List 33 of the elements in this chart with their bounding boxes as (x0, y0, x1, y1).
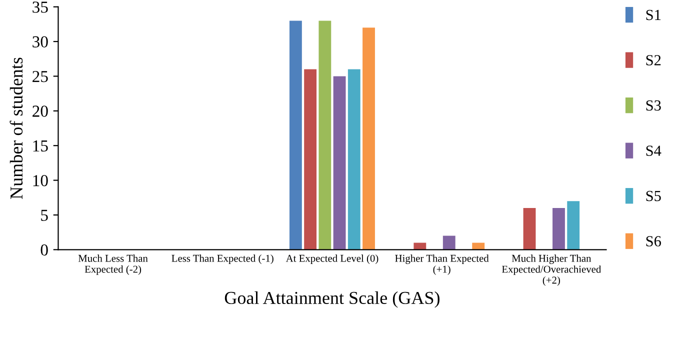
bar (289, 20, 302, 250)
bar (333, 76, 346, 250)
y-tick-label: 20 (32, 106, 48, 117)
x-tick-label: Much Less Than Expected (-2) (78, 254, 148, 275)
bar (523, 208, 536, 250)
bar (318, 20, 332, 250)
bar (304, 69, 317, 250)
x-tick-label: At Expected Level (0) (286, 254, 378, 264)
y-tick-label: 15 (33, 140, 48, 152)
x-tick-label: Much Higher Than Expected/Overachieved (+2) (502, 254, 602, 286)
legend-label: S6 (646, 236, 661, 246)
bar (362, 28, 375, 250)
legend-label: S4 (646, 146, 662, 156)
legend-label: S3 (646, 100, 661, 111)
legend-label: S1 (646, 10, 661, 20)
x-tick-label: Less Than Expected (-1) (172, 254, 274, 264)
legend-label: S5 (646, 190, 661, 202)
y-axis-title: Number of students (10, 58, 23, 199)
y-tick-label: 25 (32, 70, 48, 82)
bar (414, 242, 426, 250)
y-tick-label: 30 (32, 36, 48, 48)
legend-label: S2 (646, 55, 661, 66)
y-tick-label: 5 (41, 210, 48, 221)
bar (348, 69, 360, 250)
bar (552, 208, 565, 250)
bar (472, 242, 485, 250)
y-tick-label: 35 (32, 2, 48, 13)
x-axis-title: Goal Attainment Scale (GAS) (224, 291, 440, 308)
y-tick-label: 0 (40, 244, 48, 256)
x-tick-label: Higher Than Expected (+1) (395, 254, 489, 275)
bar (442, 236, 456, 250)
bar (567, 201, 580, 250)
y-tick-label: 10 (33, 174, 48, 186)
